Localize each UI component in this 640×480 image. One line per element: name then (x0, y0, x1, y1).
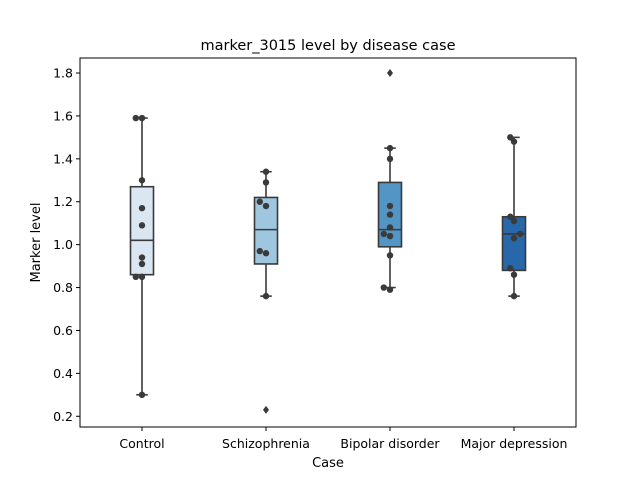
data-point (507, 213, 514, 220)
chart-title: marker_3015 level by disease case (201, 38, 456, 54)
y-tick-label: 1.2 (53, 194, 73, 209)
y-tick-label: 1.0 (53, 237, 73, 252)
data-point (138, 273, 146, 281)
y-tick-label: 0.8 (53, 280, 73, 295)
data-point (386, 211, 394, 218)
data-point (510, 217, 518, 225)
x-tick-label: Major depression (461, 436, 568, 451)
data-point (517, 230, 524, 238)
box-group-schizophrenia (253, 170, 279, 414)
y-tick-label: 0.2 (53, 409, 73, 424)
data-point (262, 292, 270, 300)
x-axis-label: Case (312, 456, 344, 471)
box-group-major-depression (501, 136, 527, 297)
y-tick-label: 1.8 (53, 66, 73, 81)
data-point (510, 292, 518, 300)
data-point (138, 222, 146, 229)
y-axis-label: Marker level (29, 203, 44, 283)
data-point (138, 254, 146, 261)
data-point (138, 391, 146, 399)
axes-frame (79, 57, 577, 428)
data-point (132, 273, 139, 281)
x-tick-label: Schizophrenia (222, 436, 310, 451)
data-point (380, 230, 387, 238)
data-point (262, 179, 270, 186)
data-point (507, 265, 514, 272)
y-tick-label: 1.6 (53, 108, 73, 123)
data-point (386, 232, 394, 240)
data-point (386, 144, 394, 152)
x-tick-label: Control (119, 436, 164, 451)
data-point (510, 235, 518, 242)
data-point (138, 260, 146, 268)
data-point (262, 202, 270, 210)
iqr-box (501, 215, 527, 272)
plot-area (129, 69, 527, 414)
data-point (386, 286, 394, 293)
data-point (138, 204, 146, 212)
data-point (138, 114, 146, 122)
data-point (132, 114, 139, 122)
data-point (386, 155, 394, 163)
y-tick-label: 0.4 (53, 366, 73, 381)
data-point (138, 177, 146, 184)
box-group-control (129, 117, 155, 396)
data-point (262, 168, 270, 175)
data-point (380, 284, 387, 291)
data-point (386, 252, 394, 259)
y-tick-label: 1.4 (53, 151, 73, 166)
data-point (256, 247, 263, 255)
data-point (507, 134, 514, 141)
data-point (256, 198, 263, 205)
data-point (386, 224, 394, 231)
y-tick-label: 0.6 (53, 323, 73, 338)
data-point (262, 250, 270, 257)
iqr-box (253, 196, 279, 265)
outlier-point (387, 69, 393, 78)
outlier-point (263, 405, 269, 414)
data-point (386, 202, 394, 210)
data-point (510, 271, 518, 278)
data-point (510, 138, 518, 145)
x-tick-label: Bipolar disorder (340, 436, 440, 451)
